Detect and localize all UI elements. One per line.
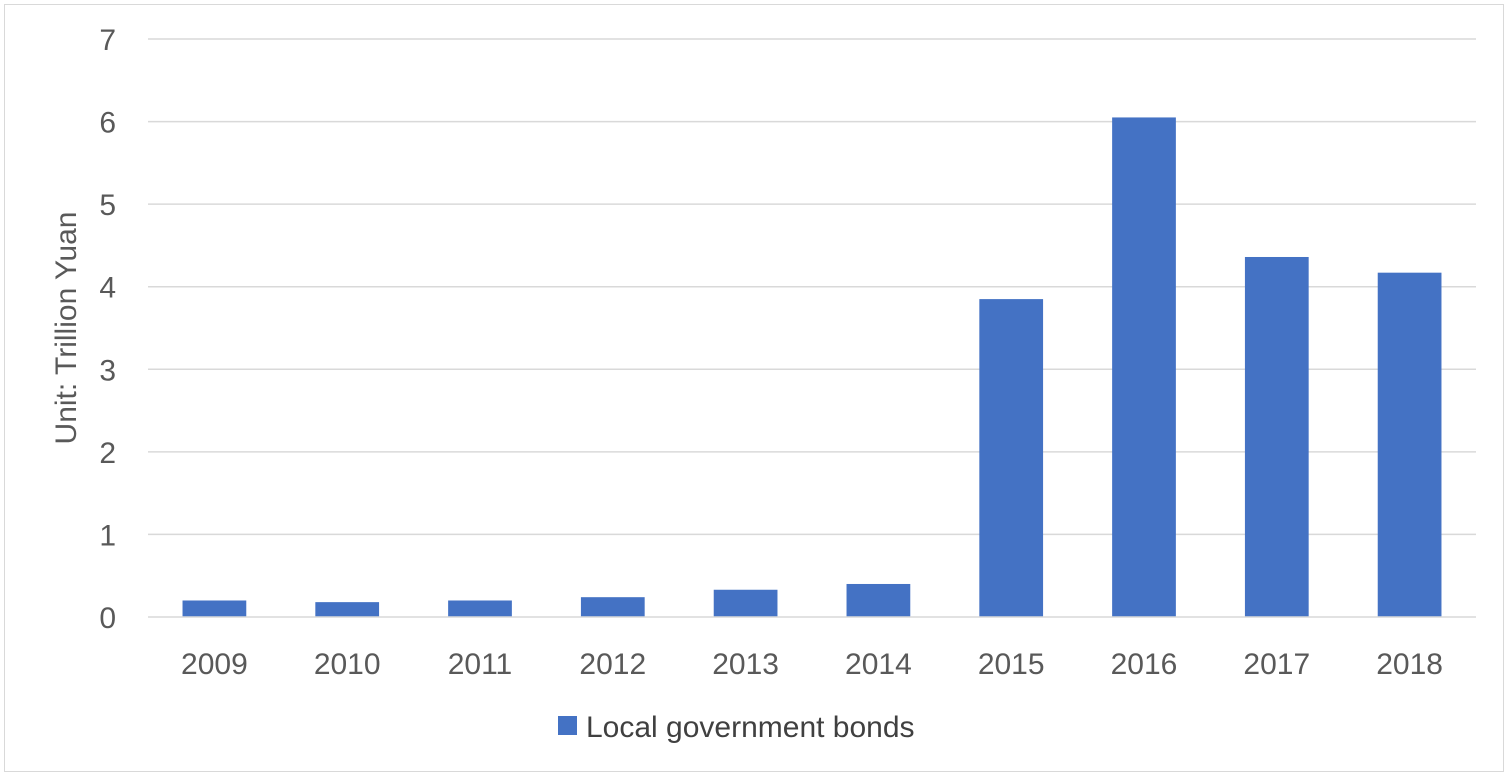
y-tick-label: 4 bbox=[99, 272, 116, 305]
x-tick-label: 2015 bbox=[978, 648, 1045, 681]
y-tick-label: 0 bbox=[99, 602, 116, 635]
bar-2016 bbox=[1112, 117, 1176, 617]
x-tick-label: 2013 bbox=[712, 648, 779, 681]
bar-2010 bbox=[315, 602, 380, 617]
x-tick-label: 2012 bbox=[579, 648, 646, 681]
legend: Local government bonds bbox=[558, 711, 915, 744]
bar-2012 bbox=[580, 597, 645, 617]
bars bbox=[182, 117, 1442, 617]
x-tick-label: 2010 bbox=[314, 648, 381, 681]
y-axis-ticks: 0 1 2 3 4 5 6 7 bbox=[99, 24, 116, 635]
bar-2009 bbox=[182, 600, 247, 617]
x-axis-ticks: 2009 2010 2011 2012 2013 2014 2015 2016 2017 2018 bbox=[181, 648, 1443, 681]
x-tick-label: 2017 bbox=[1243, 648, 1310, 681]
x-tick-label: 2011 bbox=[448, 648, 513, 681]
y-tick-label: 5 bbox=[99, 189, 116, 222]
x-tick-label: 2018 bbox=[1376, 648, 1443, 681]
legend-swatch bbox=[558, 716, 577, 735]
x-tick-label: 2014 bbox=[845, 648, 912, 681]
x-tick-label: 2009 bbox=[181, 648, 248, 681]
x-tick-label: 2016 bbox=[1111, 648, 1178, 681]
bar-2018 bbox=[1377, 272, 1442, 617]
bar-2014 bbox=[846, 583, 911, 617]
y-tick-label: 6 bbox=[99, 107, 116, 140]
y-tick-label: 2 bbox=[99, 437, 116, 470]
bar-2013 bbox=[713, 589, 778, 617]
bar-2017 bbox=[1244, 256, 1309, 617]
y-tick-label: 3 bbox=[99, 354, 116, 387]
y-tick-label: 1 bbox=[99, 519, 116, 552]
y-tick-label: 7 bbox=[99, 24, 116, 57]
bar-2015 bbox=[979, 299, 1044, 617]
y-axis-title: Unit: Trillion Yuan bbox=[50, 212, 83, 445]
bar-2011 bbox=[448, 600, 512, 617]
legend-label: Local government bonds bbox=[586, 711, 915, 744]
